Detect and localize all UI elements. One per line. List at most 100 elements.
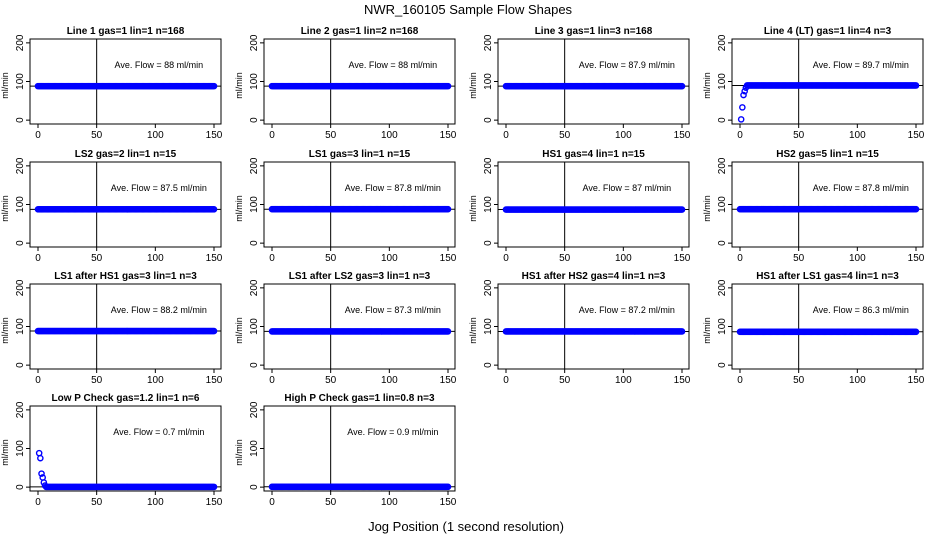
flow-annotation: Ave. Flow = 88.2 ml/min [111,305,207,315]
y-tick-label: 0 [15,362,26,368]
panel-13: Low P Check gas=1.2 lin=1 n=6 ml/min 0 100 2… [0,393,223,508]
panel-11: HS1 after HS2 gas=4 lin=1 n=3 ml/min 0 100 2… [468,271,691,386]
plot-frame [29,405,222,492]
y-tick-label: 100 [15,73,26,90]
x-tick-label: 0 [35,130,41,141]
panel-title: High P Check gas=1 lin=0.8 n=3 [284,393,435,404]
panel-title: LS1 after HS1 gas=3 lin=1 n=3 [54,271,197,282]
series-points [268,483,452,491]
y-axis-label: ml/min [0,439,10,466]
x-tick-label: 0 [35,375,41,386]
panel-title: LS2 gas=2 lin=1 n=15 [75,149,177,160]
x-tick-label: 0 [503,130,509,141]
y-axis-label: ml/min [234,72,244,99]
data-point [210,327,218,335]
panel-grid: Line 1 gas=1 lin=1 n=168 ml/min 0 100 200 0 50… [0,26,925,508]
data-point [912,205,920,213]
x-tick-label: 100 [849,375,866,386]
y-tick-label: 200 [717,157,728,174]
y-tick-label: 100 [249,73,260,90]
y-tick-label: 200 [717,279,728,296]
x-tick-label: 100 [615,130,632,141]
y-tick-label: 100 [249,196,260,213]
panel-8: HS2 gas=5 lin=1 n=15 ml/min 0 100 200 0 50 100 1… [702,149,925,264]
x-tick-label: 150 [908,375,925,386]
panel-title: LS1 gas=3 lin=1 n=15 [309,149,411,160]
panel-3: Line 3 gas=1 lin=3 n=168 ml/min 0 100 200 0 50… [468,26,691,141]
data-point [741,87,748,95]
panel-title: LS1 after LS2 gas=3 lin=1 n=3 [289,271,431,282]
x-tick-label: 100 [381,130,398,141]
plot-frame [29,161,222,248]
series-points [268,205,452,213]
flow-annotation: Ave. Flow = 86.3 ml/min [813,305,909,315]
y-tick-label: 100 [717,318,728,335]
data-point [737,116,745,123]
y-tick-label: 0 [483,362,494,368]
series-points [502,82,686,90]
x-tick-label: 0 [503,375,509,386]
panel-7: HS1 gas=4 lin=1 n=15 ml/min 0 100 200 0 50 100 1… [468,149,691,264]
y-tick-label: 200 [483,34,494,51]
panel-title: Line 4 (LT) gas=1 lin=4 n=3 [764,26,892,37]
series-points [34,206,218,213]
x-tick-label: 50 [325,497,337,508]
data-point [678,82,686,90]
data-point [210,483,218,491]
flow-annotation: Ave. Flow = 87.8 ml/min [345,183,441,193]
flow-annotation: Ave. Flow = 0.7 ml/min [113,427,204,437]
panel-1: Line 1 gas=1 lin=1 n=168 ml/min 0 100 200 0 50… [0,26,223,141]
x-tick-label: 150 [206,253,223,264]
x-tick-label: 0 [269,253,275,264]
flow-annotation: Ave. Flow = 87 ml/min [583,183,672,193]
y-tick-label: 100 [483,73,494,90]
data-point [444,205,452,213]
y-axis-label: ml/min [702,72,712,99]
y-tick-label: 200 [249,34,260,51]
x-tick-label: 50 [325,130,337,141]
flow-annotation: Ave. Flow = 0.9 ml/min [347,427,438,437]
y-tick-label: 0 [717,117,728,123]
x-tick-label: 50 [559,130,571,141]
panel-5: LS2 gas=2 lin=1 n=15 ml/min 0 100 200 0 50 100 1… [0,149,223,264]
data-point [740,91,747,99]
x-tick-label: 100 [147,497,164,508]
data-point [678,206,686,213]
x-tick-label: 50 [91,130,103,141]
panel-12: HS1 after LS1 gas=4 lin=1 n=3 ml/min 0 100 2… [702,271,925,386]
plot-frame [731,283,924,370]
y-tick-label: 100 [483,318,494,335]
plot-frame [497,161,690,248]
x-tick-label: 150 [206,497,223,508]
panel-title: HS2 gas=5 lin=1 n=15 [776,149,879,160]
y-axis-label: ml/min [234,439,244,466]
figure-title: NWR_160105 Sample Flow Shapes [364,2,573,17]
y-tick-label: 0 [249,362,260,368]
y-tick-label: 100 [717,196,728,213]
data-point [678,328,686,335]
y-tick-label: 100 [249,318,260,335]
panel-title: HS1 after LS1 gas=4 lin=1 n=3 [756,271,899,282]
x-tick-label: 100 [147,130,164,141]
x-tick-label: 50 [91,253,103,264]
panel-2: Line 2 gas=1 lin=2 n=168 ml/min 0 100 200 0 50… [234,26,457,141]
x-tick-label: 0 [737,130,743,141]
plot-frame [263,161,456,248]
x-tick-label: 100 [381,375,398,386]
x-tick-label: 150 [674,375,691,386]
x-tick-label: 50 [325,253,337,264]
series-points [502,328,686,335]
data-point [37,454,44,462]
series-points [268,328,452,335]
x-tick-label: 0 [737,375,743,386]
x-tick-label: 0 [35,253,41,264]
y-axis-label: ml/min [702,317,712,344]
y-tick-label: 200 [15,34,26,51]
series-points [34,82,218,90]
plot-frame [263,405,456,492]
x-tick-label: 50 [793,253,805,264]
y-tick-label: 0 [717,240,728,246]
series-points [502,206,686,213]
panel-10: LS1 after LS2 gas=3 lin=1 n=3 ml/min 0 100 2… [234,271,457,386]
